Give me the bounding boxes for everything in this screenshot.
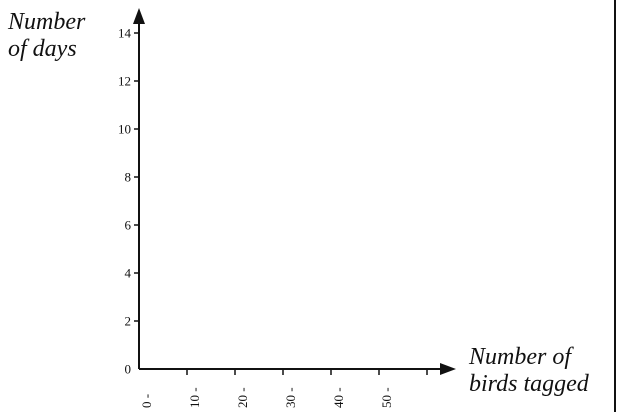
y-axis-title: Number of days bbox=[8, 9, 85, 63]
page-edge-rule bbox=[614, 0, 616, 412]
y-tick-label: 10 bbox=[118, 122, 131, 137]
x-tick-label: 40 - bbox=[331, 387, 346, 408]
x-axis-title-line-1: Number of bbox=[469, 344, 571, 370]
y-axis-arrowhead bbox=[133, 8, 145, 24]
y-tick-label: 2 bbox=[125, 314, 132, 329]
y-axis-title-line-2: of days bbox=[8, 36, 77, 62]
y-tick-label: 12 bbox=[118, 74, 131, 89]
x-tick-label: 10 - bbox=[187, 387, 202, 408]
y-tick-label: 14 bbox=[118, 26, 132, 41]
x-tick-label: 30 - bbox=[283, 387, 298, 408]
y-tick-label: 4 bbox=[125, 266, 132, 281]
x-axis-arrowhead bbox=[440, 363, 456, 375]
y-tick-label: 0 bbox=[125, 362, 132, 377]
x-axis-title: Number of birds tagged bbox=[469, 344, 589, 398]
x-tick-label: 0 - bbox=[139, 394, 154, 408]
x-axis-title-line-2: birds tagged bbox=[469, 371, 589, 397]
x-tick-label: 20 - bbox=[235, 387, 250, 408]
y-tick-label: 8 bbox=[125, 170, 132, 185]
y-tick-label: 6 bbox=[125, 218, 132, 233]
x-tick-label: 50 - bbox=[379, 387, 394, 408]
y-axis-title-line-1: Number bbox=[8, 9, 86, 35]
